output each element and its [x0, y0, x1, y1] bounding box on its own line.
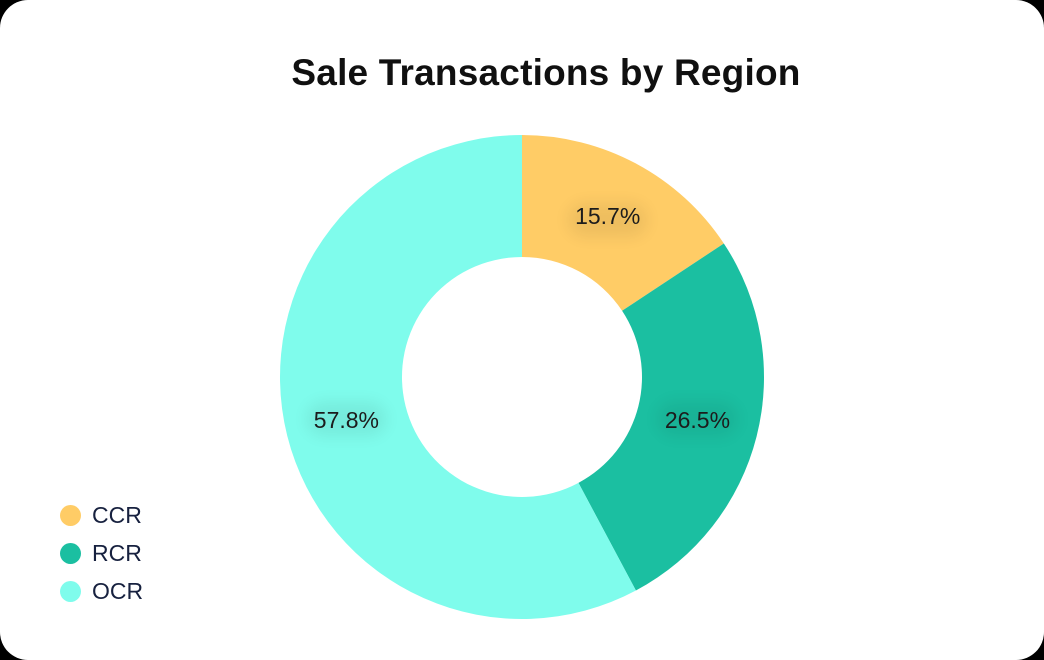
- svg-text:26.5%: 26.5%: [665, 407, 730, 433]
- svg-text:57.8%: 57.8%: [314, 407, 379, 433]
- svg-text:15.7%: 15.7%: [575, 203, 640, 229]
